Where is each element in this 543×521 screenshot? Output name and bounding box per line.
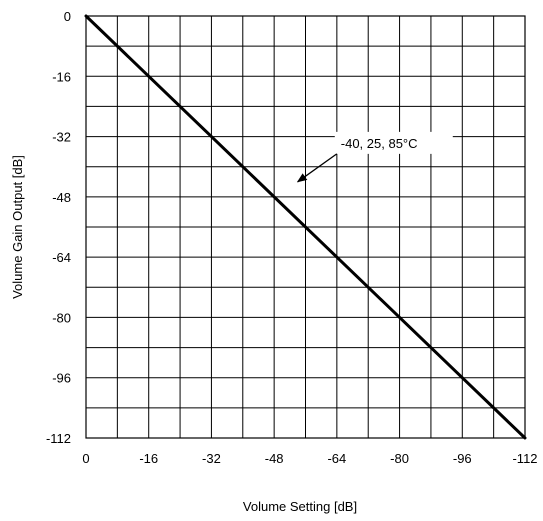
plot-frame [85,15,526,439]
x-tick-label: -96 [453,451,472,466]
y-tick-label: -64 [52,250,71,265]
grid [85,15,526,439]
x-tick-label: -80 [390,451,409,466]
y-tick-label: -48 [52,190,71,205]
series-layer [84,14,527,440]
x-tick-label: -48 [265,451,284,466]
x-tick-label: -16 [139,451,158,466]
x-tick-label: -112 [512,451,537,466]
y-axis-title: Volume Gain Output [dB] [10,155,25,299]
x-axis-ticks: 0 -16 -32 -48 -64 -80 -96 -112 [82,451,537,466]
annotation-label-background [334,131,453,154]
x-tick-label: -32 [202,451,221,466]
x-axis-title: Volume Setting [dB] [243,499,357,514]
y-tick-label: -112 [46,431,71,446]
x-tick-label: 0 [82,451,89,466]
y-tick-label: -80 [52,310,71,325]
y-tick-label: 0 [64,9,71,24]
x-tick-label: -64 [327,451,346,466]
y-tick-label: -32 [52,130,71,145]
annotation-label: -40, 25, 85°C [341,136,418,151]
annotation-layer: -40, 25, 85°C [296,131,453,183]
annotation-arrow [296,153,338,183]
y-tick-label: -16 [52,69,71,84]
y-tick-label: -96 [52,371,71,386]
series-line [84,14,527,440]
y-axis-ticks: 0 -16 -32 -48 -64 -80 -96 -112 [46,9,71,446]
